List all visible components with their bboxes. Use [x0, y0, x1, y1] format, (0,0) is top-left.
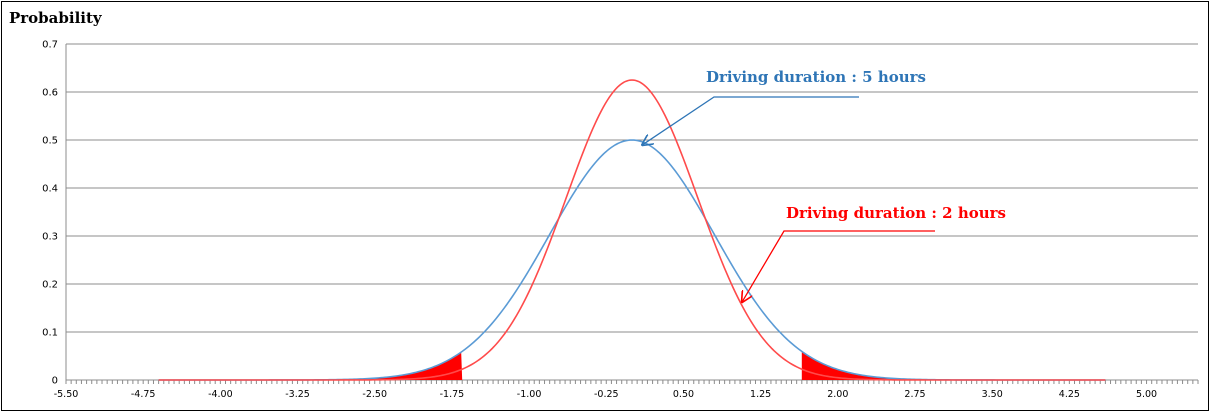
y-tick-label: 0.4: [42, 184, 58, 195]
x-tick-label: -3.25: [285, 389, 310, 400]
x-tick-label: -1.00: [517, 389, 542, 400]
shaded-tails: [302, 351, 962, 380]
grid: [66, 43, 1198, 333]
x-tick-label: 5.00: [1136, 389, 1157, 400]
x-tick-label: -1.75: [440, 389, 465, 400]
y-axis-title: Probability: [9, 9, 103, 27]
x-tick-label: -0.25: [594, 389, 619, 400]
x-tick-label: -2.50: [362, 389, 387, 400]
curve-5-hours: [158, 139, 1106, 381]
y-tick-label: 0: [52, 376, 58, 387]
x-tick-label: -4.75: [131, 389, 156, 400]
y-tick-label: 0.6: [42, 88, 58, 99]
x-tick-label: -5.50: [54, 389, 79, 400]
x-tick-label: 3.50: [982, 389, 1003, 400]
y-tick-labels: 0 0.1 0.2 0.3 0.4 0.5 0.6 0.7: [42, 40, 58, 387]
left-tail-area: [302, 352, 463, 380]
curves: [158, 79, 1106, 381]
y-tick-label: 0.2: [42, 280, 58, 291]
x-minor-ticks: [65, 380, 1199, 384]
y-tick-label: 0.1: [42, 328, 58, 339]
y-tick-label: 0.5: [42, 136, 58, 147]
x-tick-label: 1.25: [750, 389, 771, 400]
y-tick-label: 0.7: [42, 40, 58, 51]
annotation-2-hours-leader: [742, 230, 935, 302]
x-tick-label: 4.25: [1059, 389, 1080, 400]
right-tail-area: [801, 351, 962, 380]
x-tick-label: 0.50: [673, 389, 694, 400]
annotation-5-hours-leader: [642, 96, 859, 145]
annotations: Driving duration : 5 hours Driving durati…: [642, 68, 1006, 302]
y-tick-label: 0.3: [42, 232, 58, 243]
x-tick-label: -4.00: [208, 389, 233, 400]
x-axis: -5.50 -4.75 -4.00 -3.25 -2.50 -1.75 -1.00 -0.25…: [54, 44, 1199, 400]
annotation-5-hours: Driving duration : 5 hours: [706, 68, 926, 86]
annotation-2-hours: Driving duration : 2 hours: [786, 204, 1006, 222]
x-tick-label: 2.75: [904, 389, 925, 400]
x-tick-label: 2.00: [827, 389, 848, 400]
curve-2-hours: [158, 79, 1106, 381]
